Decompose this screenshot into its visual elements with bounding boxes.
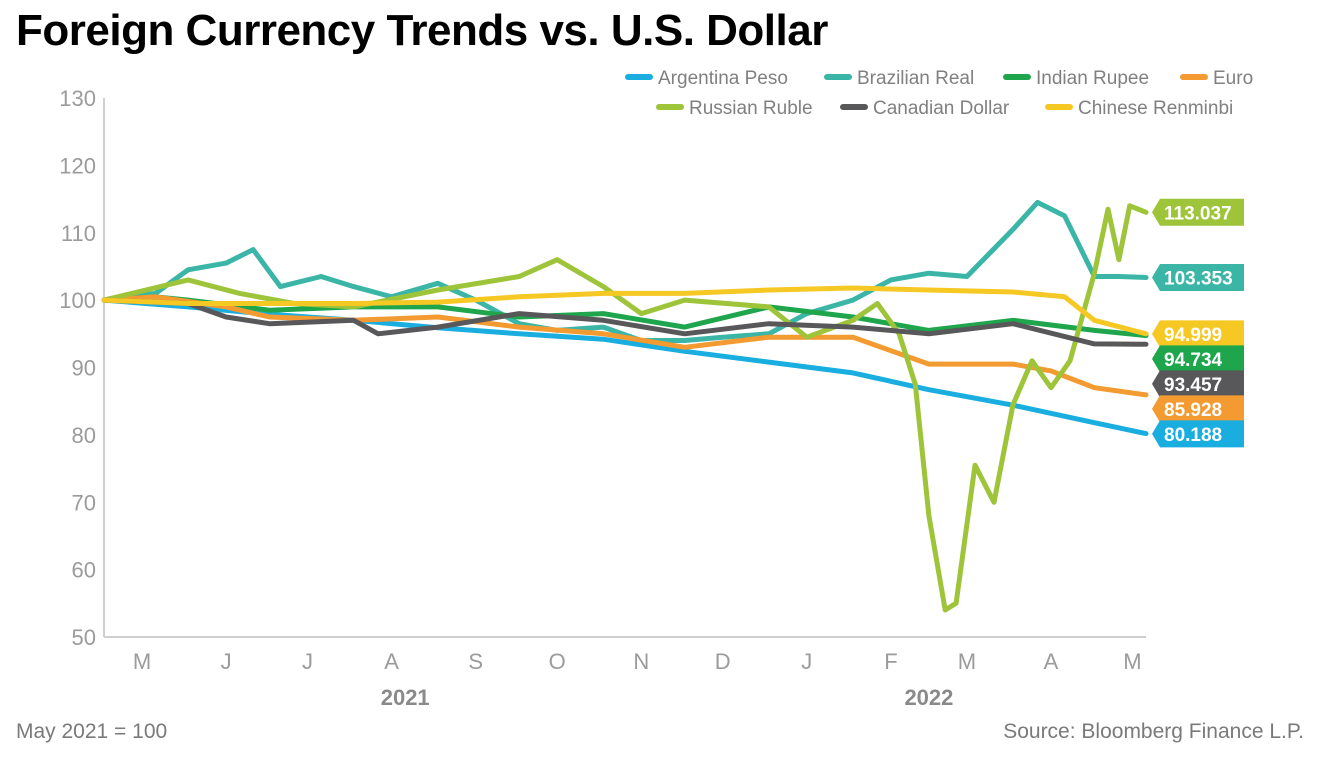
end-value-label: 85.928 — [1164, 400, 1222, 421]
year-label: 2021 — [381, 685, 430, 710]
end-value-label: 103.353 — [1164, 269, 1233, 290]
x-tick-label: D — [715, 649, 731, 674]
end-value-label: 93.457 — [1164, 375, 1222, 396]
series-line-canadian-dollar — [101, 297, 1149, 347]
year-label: 2022 — [904, 685, 953, 710]
x-tick-label: S — [468, 649, 483, 674]
y-tick-label: 110 — [61, 221, 96, 246]
legend-label: Indian Rupee — [1036, 68, 1149, 89]
chart-title: Foreign Currency Trends vs. U.S. Dollar — [16, 6, 828, 55]
y-tick-label: 80 — [72, 423, 96, 448]
y-tick-label: 120 — [59, 153, 96, 178]
series-line-russian-ruble — [101, 203, 1149, 613]
x-tick-label: J — [302, 649, 313, 674]
source-note: Source: Bloomberg Finance L.P. — [1003, 720, 1304, 743]
footnote: May 2021 = 100 — [16, 720, 168, 743]
x-tick-label: A — [1044, 649, 1059, 674]
x-tick-label: M — [958, 649, 976, 674]
y-tick-label: 100 — [59, 288, 96, 313]
legend-label: Russian Ruble — [689, 98, 813, 119]
y-tick-label: 130 — [59, 86, 96, 111]
end-value-label: 94.999 — [1164, 325, 1222, 346]
x-tick-label: M — [133, 649, 151, 674]
legend-label: Euro — [1213, 68, 1253, 89]
end-value-tag — [1152, 198, 1244, 226]
end-value-tag — [1152, 420, 1244, 448]
legend-label: Canadian Dollar — [873, 98, 1010, 119]
end-value-tag — [1152, 345, 1244, 373]
end-value-tag — [1152, 395, 1244, 423]
legend-label: Chinese Renminbi — [1078, 98, 1233, 119]
legend-label: Brazilian Real — [857, 68, 974, 89]
x-tick-label: M — [1123, 649, 1141, 674]
x-tick-label: O — [549, 649, 566, 674]
y-tick-label: 50 — [72, 625, 96, 650]
end-value-label: 94.734 — [1164, 350, 1223, 371]
end-value-label: 113.037 — [1164, 203, 1232, 224]
series-line-chinese-renminbi — [101, 285, 1149, 337]
y-tick-label: 60 — [72, 558, 96, 583]
end-value-tag — [1152, 264, 1244, 292]
legend-label: Argentina Peso — [658, 68, 788, 89]
y-tick-label: 90 — [72, 356, 96, 381]
end-value-tag — [1152, 370, 1244, 398]
x-tick-label: J — [801, 649, 812, 674]
x-tick-label: J — [221, 649, 232, 674]
end-value-label: 80.188 — [1164, 425, 1222, 446]
end-value-tag — [1152, 320, 1244, 348]
x-tick-label: F — [884, 649, 897, 674]
y-tick-label: 70 — [72, 490, 96, 515]
x-tick-label: A — [384, 649, 399, 674]
x-tick-label: N — [633, 649, 649, 674]
series-line-euro — [101, 294, 1149, 398]
